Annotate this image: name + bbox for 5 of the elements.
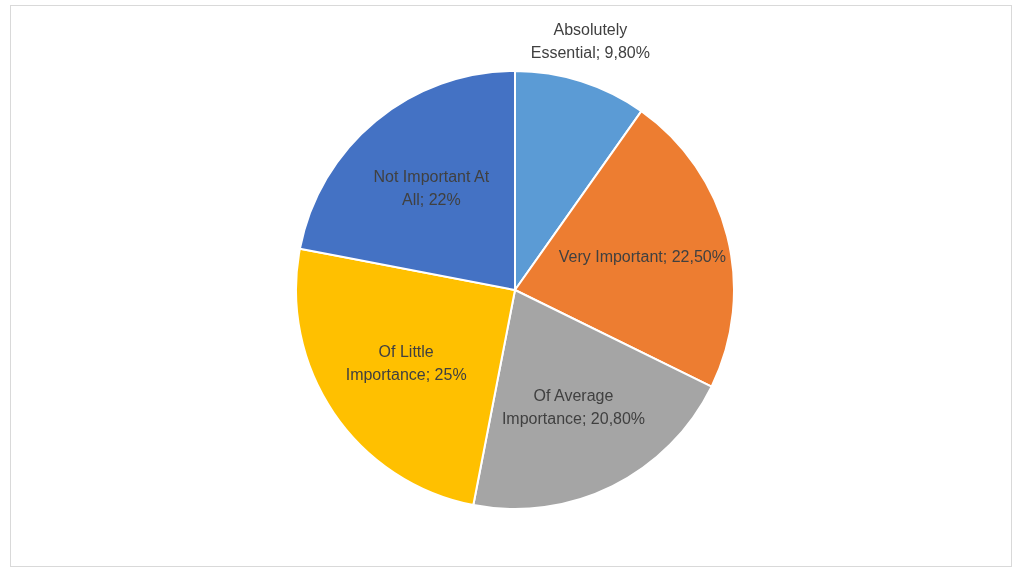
slice-label: Absolutely Essential; 9,80% xyxy=(530,20,650,61)
slice-label: Of Average Importance; 20,80% xyxy=(501,386,646,427)
slice-label: Of Little Importance; 25% xyxy=(345,342,467,383)
slice-label: Not Important At All; 22% xyxy=(373,167,490,208)
slice-label: Very Important; 22,50% xyxy=(558,247,726,265)
